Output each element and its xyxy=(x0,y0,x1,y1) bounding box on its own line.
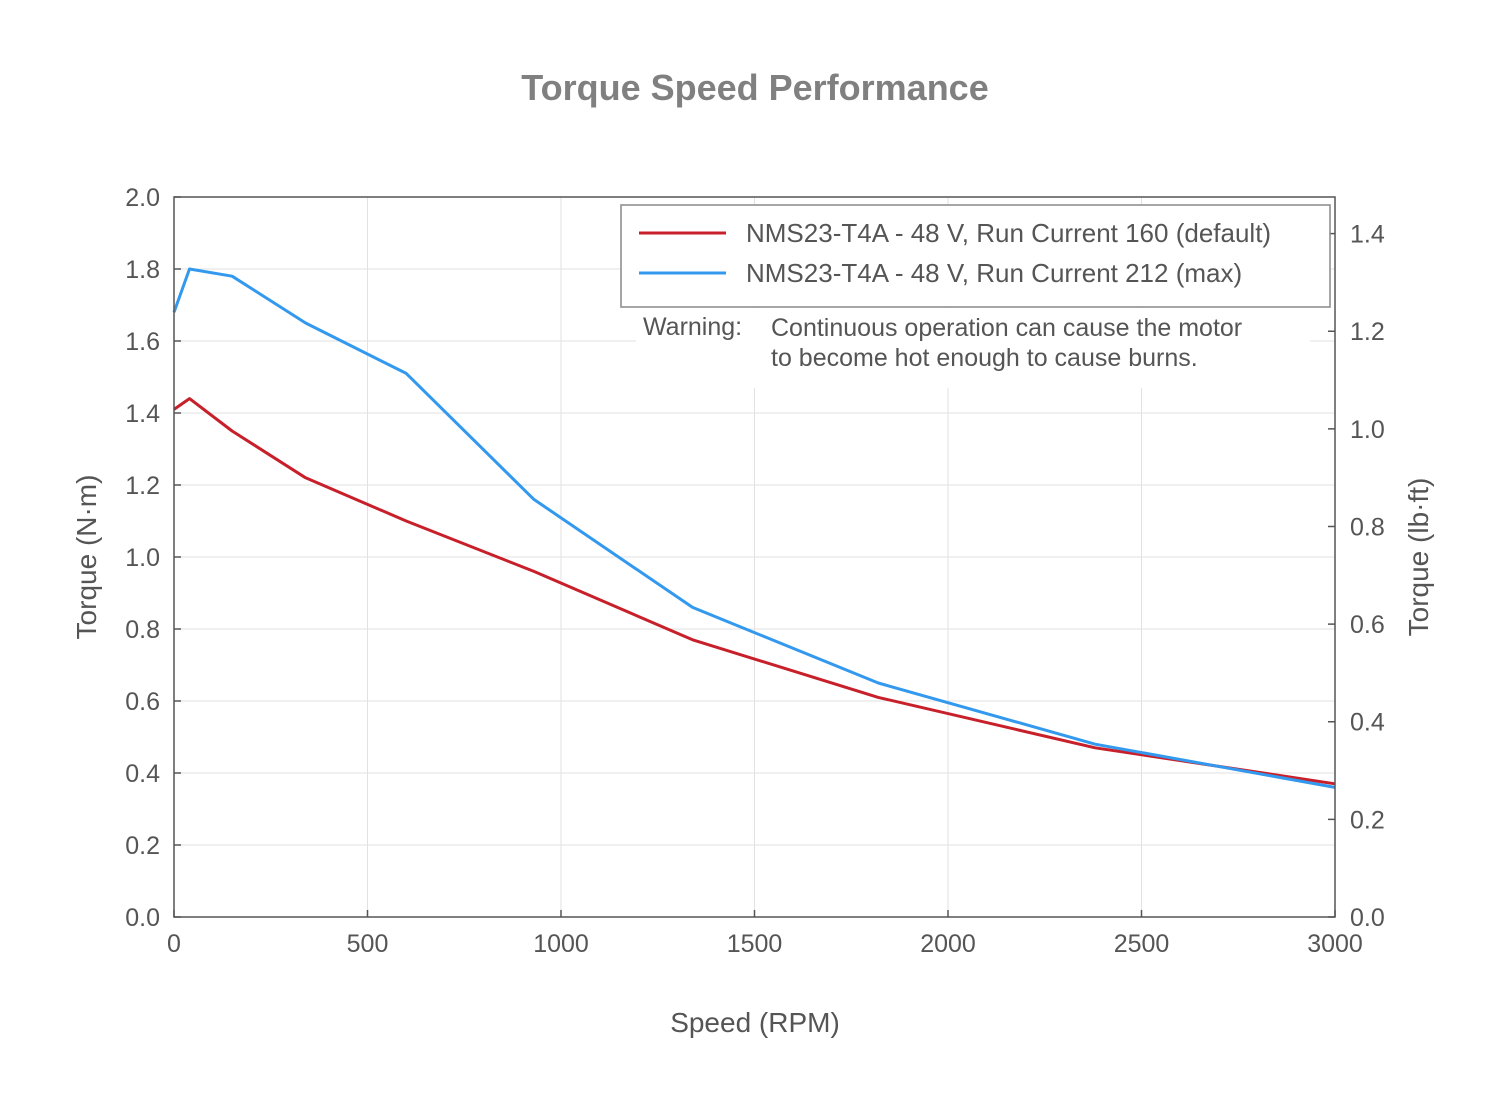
y-tick-label: 0.8 xyxy=(125,616,160,644)
y-tick-label: 0.4 xyxy=(125,760,160,788)
x-tick-label: 2500 xyxy=(1114,930,1170,958)
y-tick-label: 0.6 xyxy=(125,688,160,716)
y2-axis-ticks: 0.0 0.2 0.4 0.6 0.8 1.0 1.2 1.4 xyxy=(1328,221,1385,932)
y-axis-ticks: 0.0 0.2 0.4 0.6 0.8 1.0 1.2 1.4 1.6 1.8 2.0 xyxy=(125,184,181,932)
x-tick-label: 2000 xyxy=(920,930,976,958)
legend-label-max: NMS23-T4A - 48 V, Run Current 212 (max) xyxy=(746,258,1242,288)
y-tick-label: 1.4 xyxy=(125,400,160,428)
y-tick-label: 1.2 xyxy=(125,472,160,500)
x-tick-label: 0 xyxy=(167,930,181,958)
warning-background xyxy=(636,308,1310,388)
x-tick-label: 1500 xyxy=(727,930,783,958)
y-tick-label: 2.0 xyxy=(125,184,160,212)
warning-line-2: to become hot enough to cause burns. xyxy=(771,344,1198,372)
y-tick-label: 1.8 xyxy=(125,256,160,284)
legend-label-default: NMS23-T4A - 48 V, Run Current 160 (defau… xyxy=(746,218,1271,248)
y2-axis-label: Torque (lb·ft) xyxy=(1403,478,1434,637)
series-line-max xyxy=(172,267,1336,789)
series-line-default xyxy=(173,397,1336,786)
y2-tick-label: 1.2 xyxy=(1350,318,1385,346)
legend: NMS23-T4A - 48 V, Run Current 160 (defau… xyxy=(620,204,1331,308)
y2-tick-label: 0.8 xyxy=(1350,513,1385,541)
y-tick-label: 1.6 xyxy=(125,328,160,356)
legend-box xyxy=(620,204,1331,308)
y-axis-label: Torque (N·m) xyxy=(71,475,102,640)
y2-tick-label: 0.6 xyxy=(1350,611,1385,639)
series-lines xyxy=(172,267,1336,789)
x-axis-label: Speed (RPM) xyxy=(670,1007,840,1038)
y-tick-label: 1.0 xyxy=(125,544,160,572)
warning-annotation: Warning: Continuous operation can cause … xyxy=(636,308,1310,388)
y2-tick-label: 0.4 xyxy=(1350,709,1385,737)
y-tick-label: 0.0 xyxy=(125,904,160,932)
warning-label: Warning: xyxy=(643,313,742,341)
warning-line-1: Continuous operation can cause the motor xyxy=(771,314,1242,342)
y2-tick-label: 1.4 xyxy=(1350,221,1385,249)
y2-tick-label: 0.0 xyxy=(1350,904,1385,932)
x-tick-label: 3000 xyxy=(1307,930,1363,958)
x-axis-ticks: 0 500 1000 1500 2000 2500 3000 xyxy=(167,910,1363,958)
y-tick-label: 0.2 xyxy=(125,832,160,860)
chart-title: Torque Speed Performance xyxy=(521,67,988,108)
x-tick-label: 500 xyxy=(347,930,389,958)
y2-tick-label: 0.2 xyxy=(1350,806,1385,834)
x-tick-label: 1000 xyxy=(533,930,589,958)
y2-tick-label: 1.0 xyxy=(1350,416,1385,444)
